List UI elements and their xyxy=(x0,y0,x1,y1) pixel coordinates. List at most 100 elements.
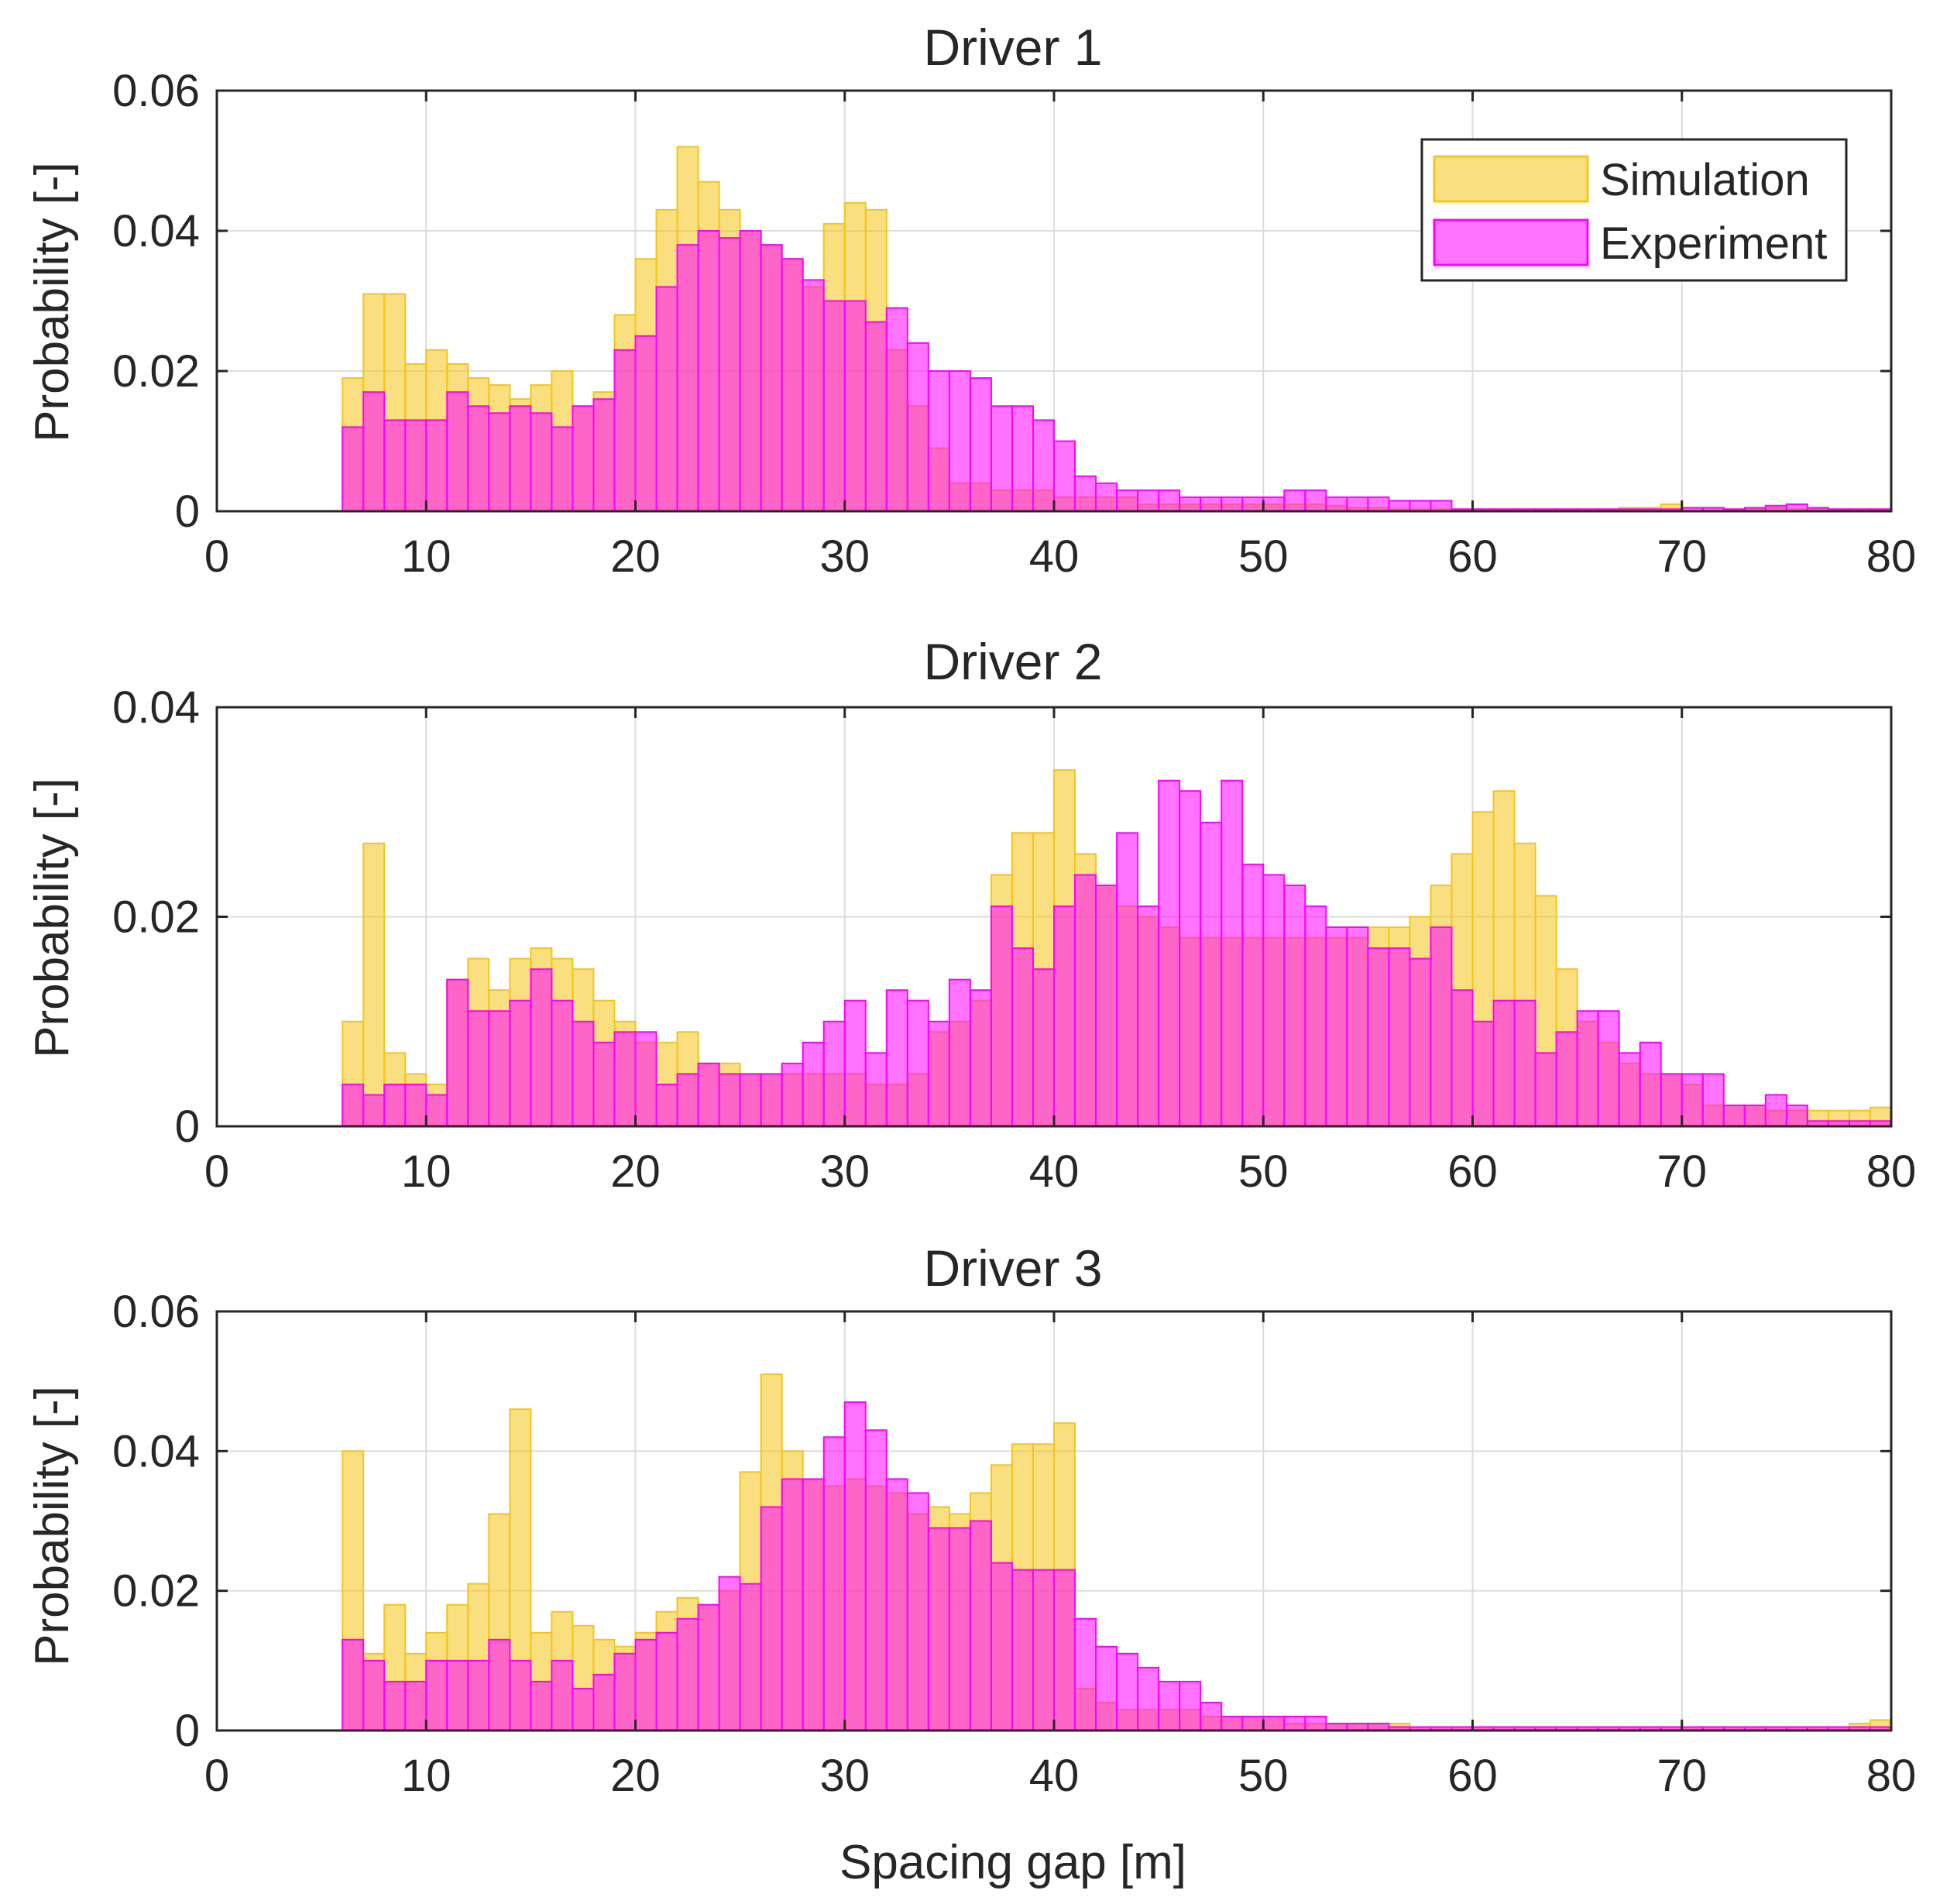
panel-1-experiment-bar xyxy=(1409,500,1432,512)
panel-1-experiment-bar xyxy=(739,230,762,512)
panel-1-experiment-bar xyxy=(655,286,678,512)
panel-3-experiment-bar xyxy=(383,1680,407,1731)
panel-3-experiment-bar xyxy=(446,1659,469,1731)
panel-2-experiment-bar xyxy=(1618,1052,1641,1127)
panel-2-experiment-bar xyxy=(1074,874,1097,1128)
panel-3-experiment-bar xyxy=(1053,1569,1076,1732)
panel-3-experiment-bar xyxy=(1116,1652,1139,1731)
panel-2-experiment-bar xyxy=(885,989,908,1128)
panel-2-experiment-bar xyxy=(697,1062,720,1127)
panel-2-experiment-bar xyxy=(1011,947,1034,1127)
panel-1-experiment-bar xyxy=(467,405,490,512)
panel-1-xtick-label: 30 xyxy=(819,531,870,582)
panel-2-xtick-label: 20 xyxy=(610,1146,661,1197)
panel-1-experiment-bar xyxy=(1241,496,1265,513)
panel-2-experiment-bar xyxy=(404,1083,427,1128)
panel-1-xtick-label: 80 xyxy=(1866,531,1917,582)
panel-3-xtick-label: 40 xyxy=(1029,1751,1080,1801)
panel-2-experiment-bar xyxy=(760,1073,783,1127)
panel-3-experiment-bar xyxy=(342,1638,365,1732)
panel-1-experiment-bar xyxy=(718,237,741,512)
panel-1-experiment-bar xyxy=(1053,440,1076,512)
panel-1-xtick-label: 40 xyxy=(1029,531,1080,582)
panel-1-xtick-label: 50 xyxy=(1238,531,1289,582)
panel-2-experiment-bar xyxy=(1388,947,1411,1127)
panel-3-experiment-bar xyxy=(906,1492,929,1732)
panel-1-experiment-bar xyxy=(425,419,448,512)
legend: Simulation Experiment xyxy=(1420,138,1848,282)
panel-2-experiment-bar xyxy=(1116,832,1139,1128)
panel-2-xtick-label: 80 xyxy=(1866,1146,1917,1197)
panel-1-experiment-bar xyxy=(1304,489,1327,512)
legend-experiment-label: Experiment xyxy=(1600,218,1827,269)
panel-2-experiment-bar xyxy=(383,1083,407,1128)
panel-2-experiment-bar xyxy=(1409,957,1432,1127)
panel-3-xtick-label: 80 xyxy=(1866,1751,1917,1801)
panel-2-xtick-label: 30 xyxy=(819,1146,870,1197)
panel-2-experiment-bar xyxy=(1158,779,1181,1127)
panel-2-ytick-label: 0.02 xyxy=(112,892,200,943)
panel-1-experiment-bar xyxy=(1283,489,1306,512)
legend-experiment-swatch xyxy=(1433,218,1589,266)
x-axis-label: Spacing gap [m] xyxy=(839,1836,1186,1889)
panel-3-experiment-bar xyxy=(1200,1701,1223,1732)
panel-1-experiment-bar xyxy=(822,300,846,512)
panel-1-experiment-bar xyxy=(404,419,427,512)
panel-1-experiment-bar xyxy=(1074,475,1097,512)
panel-1-experiment-bar xyxy=(592,398,616,513)
panel-1-experiment-bar xyxy=(885,307,908,512)
panel-1-experiment-bar xyxy=(969,377,992,512)
panel-3-experiment-bar xyxy=(1241,1715,1265,1731)
panel-2-experiment-bar xyxy=(509,999,532,1127)
panel-3-experiment-bar xyxy=(592,1673,616,1732)
panel-1-experiment-bar xyxy=(446,391,469,512)
panel-3-xtick-label: 50 xyxy=(1238,1751,1289,1801)
panel-3-experiment-bar xyxy=(1074,1617,1097,1732)
panel-2-experiment-bar xyxy=(1743,1104,1766,1127)
panel-3-experiment-bar xyxy=(739,1583,762,1732)
panel-2-experiment-bar xyxy=(613,1031,637,1128)
panel-2-experiment-bar xyxy=(1660,1073,1683,1127)
panel-1-experiment-bar xyxy=(760,244,783,512)
panel-2-experiment-bar xyxy=(467,1010,490,1127)
panel-3-xtick-label: 0 xyxy=(204,1751,229,1801)
panel-3-experiment-bar xyxy=(1221,1715,1244,1731)
panel-2-experiment-bar xyxy=(1053,905,1076,1127)
panel-3-experiment-bar xyxy=(781,1478,804,1732)
panel-2-xtick-label: 0 xyxy=(204,1146,229,1197)
panel-3-experiment-bar xyxy=(676,1617,699,1732)
panel-3-ytick-label: 0 xyxy=(175,1706,200,1756)
panel-1-experiment-bar xyxy=(1116,489,1139,512)
panel-1-experiment-bar xyxy=(1262,496,1286,513)
panel-2-experiment-bar xyxy=(1095,884,1118,1128)
panel-3-experiment-bar xyxy=(1262,1715,1286,1731)
panel-2-experiment-bar xyxy=(1241,863,1265,1127)
panel-2-experiment-bar xyxy=(864,1052,888,1127)
panel-2-experiment-bar xyxy=(1451,989,1474,1128)
panel-2-experiment-bar xyxy=(822,1020,846,1127)
panel-2-series-experiment xyxy=(342,779,1893,1128)
panel-3-experiment-bar xyxy=(634,1638,657,1732)
panel-2-experiment-bar xyxy=(906,999,929,1127)
panel-1-xtick-label: 0 xyxy=(204,531,229,582)
panel-1-experiment-bar xyxy=(572,405,595,512)
panel-1-experiment-bar xyxy=(781,258,804,512)
panel-2-title: Driver 2 xyxy=(923,633,1102,690)
panel-3-ylabel: Probability [-] xyxy=(26,1386,79,1666)
panel-1-experiment-bar xyxy=(1179,496,1202,513)
panel-2-experiment-bar xyxy=(1304,905,1327,1127)
legend-simulation-swatch xyxy=(1433,155,1589,203)
panel-2-experiment-bar xyxy=(425,1094,448,1128)
panel-3-experiment-bar xyxy=(1179,1680,1202,1731)
panel-3-series-experiment xyxy=(342,1401,1893,1732)
panel-2-experiment-bar xyxy=(634,1031,657,1128)
panel-3-title: Driver 3 xyxy=(923,1239,1102,1297)
panel-3-experiment-bar xyxy=(655,1631,678,1731)
panel-2-experiment-bar xyxy=(1681,1073,1704,1127)
panel-1-ytick-label: 0.06 xyxy=(112,66,200,116)
panel-2-experiment-bar xyxy=(1471,1020,1495,1127)
panel-2-experiment-bar xyxy=(1367,947,1390,1127)
panel-3-experiment-bar xyxy=(697,1603,720,1731)
